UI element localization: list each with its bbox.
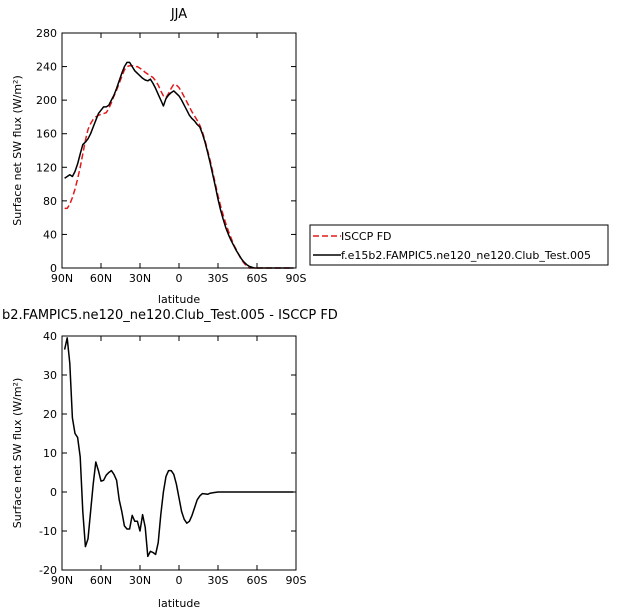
- top-chart-x-tick-label: 0: [176, 272, 183, 285]
- top-chart-x-tick-label: 30S: [208, 272, 229, 285]
- bottom-chart-frame: [61, 335, 297, 571]
- bottom-chart: b2.FAMPIC5.ne120_ne120.Club_Test.005 - I…: [2, 308, 338, 610]
- bottom-chart-x-tick-label: 0: [176, 574, 183, 587]
- bottom-chart-y-tick-label: 20: [43, 408, 57, 421]
- top-chart-y-tick-label: 120: [36, 161, 57, 174]
- top-chart-x-label: latitude: [158, 293, 200, 306]
- top-chart-plot-area: [64, 61, 294, 269]
- bottom-chart-x-tick-label: 60S: [247, 574, 268, 587]
- bottom-chart-y-label: Surface net SW flux (W/m²): [11, 378, 24, 529]
- bottom-chart-title: b2.FAMPIC5.ne120_ne120.Club_Test.005 - I…: [2, 308, 338, 323]
- bottom-chart-y-tick-label: 40: [43, 330, 57, 343]
- bottom-chart-x-label: latitude: [158, 597, 200, 610]
- top-chart-y-tick-label: 80: [43, 195, 57, 208]
- top-chart-x-tick-label: 90N: [51, 272, 73, 285]
- legend: ISCCP FD f.e15b2.FAMPIC5.ne120_ne120.Clu…: [309, 224, 609, 266]
- bottom-chart-x-tick-label: 30S: [208, 574, 229, 587]
- top-chart-frame: [61, 32, 297, 269]
- top-chart-y-tick-label: 240: [36, 61, 57, 74]
- top-chart-series-line-0: [64, 64, 294, 269]
- top-chart-y-tick-label: 160: [36, 128, 57, 141]
- bottom-chart-x-axis: 90N 60N 30N 0 30S 60S 90S: [51, 336, 307, 587]
- bottom-chart-x-tick-label: 90S: [286, 574, 307, 587]
- top-chart-x-tick-label: 30N: [129, 272, 151, 285]
- top-chart-y-axis: 0 40 80 120 160 200 240 280: [36, 27, 296, 275]
- bottom-chart-x-tick-label: 30N: [129, 574, 151, 587]
- top-chart-y-tick-label: 280: [36, 27, 57, 40]
- legend-label-model: f.e15b2.FAMPIC5.ne120_ne120.Club_Test.00…: [341, 249, 591, 262]
- top-chart-y-label: Surface net SW flux (W/m²): [11, 75, 24, 226]
- top-chart-x-tick-label: 90S: [286, 272, 307, 285]
- top-chart-title: JJA: [170, 7, 187, 22]
- top-chart-y-tick-label: 200: [36, 94, 57, 107]
- top-chart-y-tick-label: 40: [43, 228, 57, 241]
- top-chart-x-tick-label: 60S: [247, 272, 268, 285]
- bottom-chart-series-line-0: [63, 337, 294, 558]
- legend-box: [309, 224, 609, 266]
- top-chart-y-tick-label: 0: [50, 262, 57, 275]
- top-chart-x-tick-label: 60N: [90, 272, 112, 285]
- bottom-chart-y-tick-label: -20: [39, 564, 57, 577]
- legend-label-isccp: ISCCP FD: [341, 230, 392, 243]
- bottom-chart-x-tick-label: 60N: [90, 574, 112, 587]
- bottom-chart-y-tick-label: 0: [50, 486, 57, 499]
- bottom-chart-y-tick-label: 30: [43, 369, 57, 382]
- bottom-chart-y-axis: -20 -10 0 10 20 30 40: [39, 330, 296, 577]
- bottom-chart-x-tick-label: 90N: [51, 574, 73, 587]
- top-chart-series-line-1: [64, 61, 294, 269]
- bottom-chart-plot-area: [63, 337, 294, 558]
- bottom-chart-y-tick-label: 10: [43, 447, 57, 460]
- top-chart-x-axis: 90N 60N 30N 0 30S 60S 90S: [51, 33, 307, 285]
- top-chart: JJA 90N 60N 30N 0 30S 60S 90S 0 40 80 120 160 200 24…: [11, 7, 307, 306]
- bottom-chart-y-tick-label: -10: [39, 525, 57, 538]
